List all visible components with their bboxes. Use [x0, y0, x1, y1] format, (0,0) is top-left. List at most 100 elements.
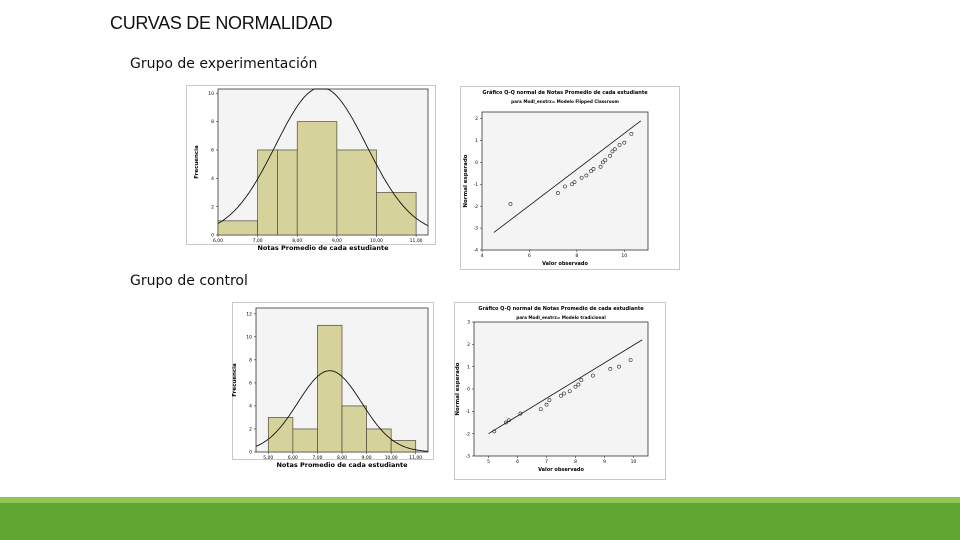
y-tick-label: 2 — [249, 427, 252, 433]
qq-point — [555, 191, 560, 195]
y-axis-label: Normal esperado — [463, 154, 469, 207]
y-tick-label: 4 — [249, 404, 252, 410]
x-tick-label: 9,00 — [362, 455, 372, 461]
y-tick-label: 8 — [211, 119, 214, 125]
y-tick-label: 10 — [208, 91, 214, 97]
qq-point — [608, 153, 612, 158]
x-tick-label: 9,00 — [332, 238, 342, 244]
x-tick-label: 9 — [603, 459, 606, 465]
histogram-bar — [217, 220, 258, 236]
normal-curve — [217, 88, 429, 227]
x-tick-label: 10,00 — [385, 455, 398, 461]
qq-point — [590, 373, 595, 378]
qq-point — [612, 147, 617, 152]
x-tick-label: 5 — [487, 459, 490, 465]
qq-point — [562, 391, 566, 396]
y-tick-label: 2 — [467, 342, 470, 348]
x-axis-label: Valor observado — [542, 261, 588, 267]
x-tick-label: 5,00 — [263, 455, 273, 461]
histogram-bar — [296, 121, 338, 236]
x-tick-label: 8,00 — [292, 238, 302, 244]
x-axis-label: Valor observado — [538, 467, 584, 473]
x-tick-label: 7,00 — [253, 238, 263, 244]
y-axis-label: Frecuencia — [194, 145, 200, 179]
qq-point — [629, 132, 634, 136]
x-tick-label: 8 — [574, 459, 577, 465]
y-tick-label: 1 — [475, 138, 478, 144]
y-tick-label: -3 — [466, 454, 471, 460]
y-tick-label: -1 — [474, 182, 479, 188]
qq-point — [504, 420, 508, 425]
y-tick-label: 0 — [249, 450, 252, 456]
reference-line — [488, 339, 643, 435]
qq-point — [598, 164, 603, 169]
histogram-bar — [341, 405, 367, 453]
control-histogram: 5,00 6,00 7,00 8,00 9,00 10,00 11,00 0 2 4 6 8 10 12 N… — [232, 302, 434, 469]
experimental-group-label: Grupo de experimentación — [130, 56, 318, 72]
x-tick-label: 4 — [481, 253, 484, 259]
qq-point — [579, 378, 584, 382]
qq-point — [518, 411, 523, 416]
x-tick-label: 8,00 — [337, 455, 347, 461]
histogram-bar — [336, 149, 377, 236]
y-tick-label: 0 — [467, 387, 470, 393]
qq-point — [617, 142, 622, 147]
qq-point — [603, 158, 608, 163]
y-tick-label: 2 — [211, 204, 214, 210]
qq-point — [628, 358, 633, 362]
x-tick-label: 10 — [621, 253, 627, 259]
y-tick-label: 0 — [475, 160, 478, 166]
footer-accent-line — [0, 497, 960, 503]
y-tick-label: 1 — [467, 364, 470, 370]
x-tick-label: 6,00 — [288, 455, 298, 461]
y-tick-label: -2 — [466, 431, 471, 437]
histogram-bar — [277, 149, 298, 236]
histogram-bar — [292, 428, 318, 453]
y-tick-label: 8 — [249, 357, 252, 363]
histogram-bar — [257, 149, 278, 236]
x-tick-label: 6,00 — [213, 238, 223, 244]
qq-point — [563, 184, 567, 189]
qq-point — [608, 367, 613, 371]
qq-point — [544, 402, 549, 407]
x-tick-label: 10 — [631, 459, 637, 465]
chart-subtitle: para Modl_enstrz= Modelo Flipped Classro… — [511, 99, 619, 104]
x-tick-label: 11,00 — [410, 238, 423, 244]
qq-point — [591, 167, 596, 171]
qq-point — [617, 364, 621, 369]
chart-subtitle: para Modl_enstrz= Modelo tradicional — [516, 315, 606, 320]
qq-point — [506, 418, 511, 423]
qq-point — [610, 149, 615, 154]
chart-title: Gráfico Q-Q normal de Notas Promedio de … — [482, 89, 648, 96]
qq-point — [579, 175, 584, 180]
histogram-bar — [317, 324, 343, 453]
x-tick-label: 11,00 — [409, 455, 422, 461]
qq-point — [589, 169, 593, 174]
x-tick-label: 8 — [575, 253, 578, 259]
y-tick-label: 3 — [467, 320, 470, 326]
chart-title: Gráfico Q-Q normal de Notas Promedio de … — [478, 305, 644, 312]
y-tick-label: 12 — [246, 311, 252, 317]
experimental-histogram: 6,00 7,00 8,00 9,00 10,00 11,00 0 2 4 6 8 10 Notas P… — [186, 85, 436, 252]
x-axis-label: Notas Promedio de cada estudiante — [257, 244, 389, 252]
qq-point — [576, 382, 581, 387]
slide-title: CURVAS DE NORMALIDAD — [110, 13, 333, 33]
qq-point — [538, 407, 543, 412]
x-tick-label: 7,00 — [312, 455, 322, 461]
qq-point — [567, 389, 572, 394]
normal-curve — [255, 370, 429, 452]
qq-point — [622, 140, 627, 145]
qq-point — [508, 202, 513, 206]
y-tick-label: 6 — [211, 148, 214, 154]
histogram-bar — [366, 428, 392, 453]
qq-point — [584, 173, 589, 178]
y-tick-label: 4 — [211, 176, 214, 182]
qq-point — [601, 160, 605, 165]
control-group-label: Grupo de control — [130, 273, 248, 289]
qq-point — [572, 180, 577, 184]
plot-area — [481, 111, 649, 251]
y-tick-label: 10 — [246, 334, 252, 340]
x-tick-label: 6 — [528, 253, 531, 259]
x-tick-label: 10,00 — [370, 238, 383, 244]
reference-line — [493, 120, 642, 233]
